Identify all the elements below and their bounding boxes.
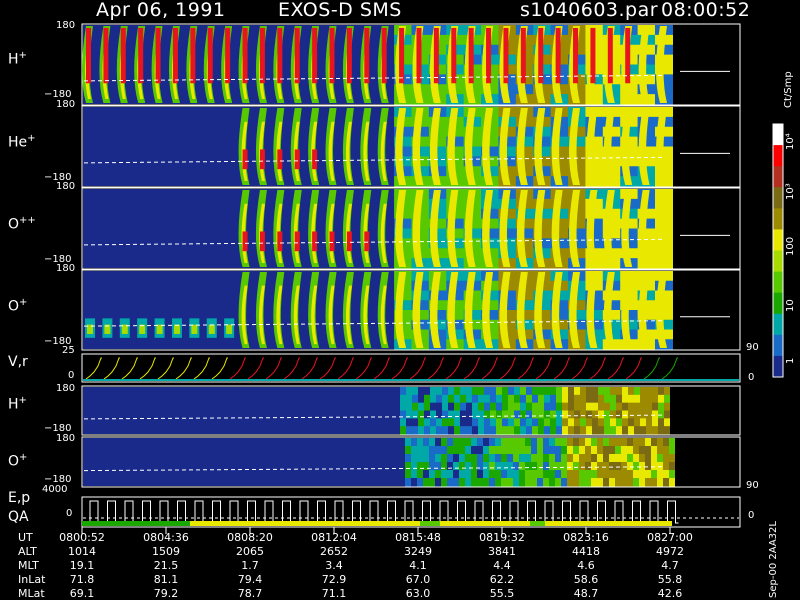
table-cell: 1014 [68, 545, 96, 558]
table-cell: 4.7 [661, 559, 679, 572]
table-row-label: UT [18, 531, 33, 544]
table-cell: 3.4 [325, 559, 343, 572]
table-cell: 63.0 [405, 587, 431, 600]
y-tick-4000: 4000 [42, 484, 68, 495]
table-cell: 2652 [320, 545, 348, 558]
plot-time: 08:00:52 [661, 0, 751, 21]
table-row-label: MLT [18, 559, 39, 572]
table-cell: 78.7 [237, 587, 263, 600]
table-cell: 0819:32 [479, 531, 525, 544]
y-tick-minus180: −180 [44, 89, 72, 100]
panel-h-plus [82, 25, 730, 105]
table-cell: 3841 [488, 545, 516, 558]
y-tick-180: 180 [56, 181, 76, 192]
right-tick-90: 90 [746, 480, 759, 491]
table-row-label: MLat [18, 587, 45, 600]
y-tick-25: 25 [62, 345, 75, 356]
y-tick-minus180: −180 [44, 423, 72, 434]
y-tick-minus180: −180 [44, 172, 72, 183]
right-tick-0: 0 [748, 372, 755, 383]
table-cell: 0800:52 [59, 531, 105, 544]
table-cell: 1.7 [241, 559, 259, 572]
panel-o-plus-2 [83, 438, 675, 487]
panel-label-e-p: E,p [8, 490, 31, 506]
panel-label-h-plus-2: H+ [8, 395, 27, 413]
colorbar-label-10: 10 [785, 299, 796, 312]
table-cell: 19.1 [69, 559, 95, 572]
qa-bar [82, 521, 672, 526]
table-cell: 71.8 [69, 573, 95, 586]
table-cell: 71.1 [321, 587, 347, 600]
y-tick-180: 180 [56, 20, 76, 31]
panel-v-r [83, 357, 739, 381]
panel-label-he-plus: He+ [8, 133, 36, 151]
colorbar-label-1e4: 10⁴ [785, 133, 796, 150]
panel-label-qa: QA [8, 509, 29, 525]
colorbar-label-1: 1 [785, 357, 796, 364]
right-tick-90: 90 [746, 342, 759, 353]
table-cell: 0823:16 [563, 531, 609, 544]
table-cell: 1509 [152, 545, 180, 558]
table-cell: 0812:04 [311, 531, 357, 544]
table-row-label: ALT [18, 545, 37, 558]
colorbar-unit: Ct/Smp [783, 71, 794, 108]
y-tick-180: 180 [56, 433, 76, 444]
panel-h-plus-2 [83, 387, 670, 435]
panel-label-v-r: V,r [8, 354, 28, 370]
table-cell: 81.1 [153, 573, 179, 586]
table-cell: 62.2 [489, 573, 515, 586]
plot-mission: EXOS-D SMS [278, 0, 402, 21]
table-cell: 4.4 [493, 559, 511, 572]
panel-label-o-plus: O+ [8, 297, 28, 315]
table-cell: 0808:20 [227, 531, 273, 544]
table-cell: 0827:00 [647, 531, 693, 544]
plot-date: Apr 06, 1991 [96, 0, 226, 21]
y-tick-minus180: −180 [44, 254, 72, 265]
footer-id: Sep-00 2AA32L [768, 521, 779, 598]
colorbar-label-100: 100 [785, 236, 796, 256]
panel-label-o-plus-2: O+ [8, 452, 28, 470]
y-tick-minus180: −180 [44, 474, 72, 485]
y-tick-180: 180 [56, 383, 76, 394]
table-row-label: InLat [18, 573, 46, 586]
table-cell: 4.6 [577, 559, 595, 572]
panel-o-plus [83, 271, 730, 350]
table-cell: 72.9 [321, 573, 347, 586]
table-cell: 3249 [404, 545, 432, 558]
table-cell: 21.5 [153, 559, 179, 572]
table-cell: 69.1 [69, 587, 95, 600]
table-cell: 55.8 [657, 573, 683, 586]
table-cell: 58.6 [573, 573, 599, 586]
table-cell: 79.4 [237, 573, 263, 586]
panel-he-plus [83, 107, 730, 187]
table-cell: 2065 [236, 545, 264, 558]
y-tick-minus180: −180 [44, 336, 72, 347]
table-cell: 67.0 [405, 573, 431, 586]
y-tick-180: 180 [56, 263, 76, 274]
y-tick-180: 180 [56, 99, 76, 110]
y-tick-0: 0 [68, 370, 75, 381]
table-cell: 4972 [656, 545, 684, 558]
table-cell: 48.7 [573, 587, 599, 600]
y-tick-0: 0 [66, 508, 73, 519]
table-cell: 4.1 [409, 559, 427, 572]
panel-o-plus-plus [83, 189, 730, 269]
table-cell: 42.6 [657, 587, 683, 600]
table-cell: 0815:48 [395, 531, 441, 544]
panel-label-h-plus: H+ [8, 50, 27, 68]
panel-label-o-plus-plus: O++ [8, 215, 36, 233]
table-cell: 79.2 [153, 587, 179, 600]
time-axis-ticks [81, 527, 671, 534]
table-cell: 55.5 [489, 587, 515, 600]
table-cell: 0804:36 [143, 531, 189, 544]
colorbar-label-1e3: 10³ [785, 183, 796, 200]
right-tick-0: 0 [748, 510, 755, 521]
colorbar [772, 123, 784, 378]
plot-file: s1040603.par [520, 0, 659, 21]
table-cell: 4418 [572, 545, 600, 558]
